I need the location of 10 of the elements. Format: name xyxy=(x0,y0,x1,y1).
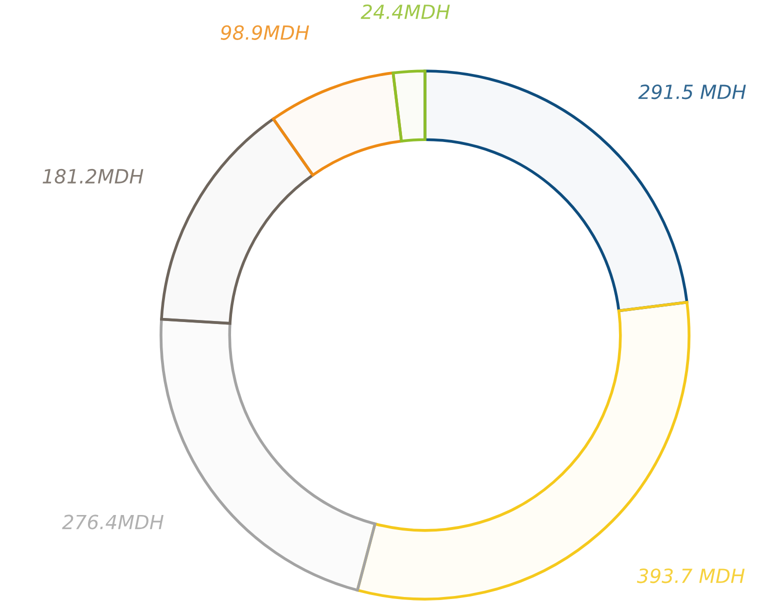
data-label: 276.4MDH xyxy=(62,514,164,530)
data-label: 181.2MDH xyxy=(42,168,144,184)
donut-slice xyxy=(392,70,426,142)
data-label: 24.4MDH xyxy=(360,4,450,19)
data-label: 291.5 MDH xyxy=(638,84,746,100)
donut-slice xyxy=(272,72,403,176)
donut-slice xyxy=(356,300,690,600)
data-label: 393.7 MDH xyxy=(636,568,745,584)
data-label: 98.9MDH xyxy=(220,25,310,40)
donut-slice xyxy=(160,118,314,325)
